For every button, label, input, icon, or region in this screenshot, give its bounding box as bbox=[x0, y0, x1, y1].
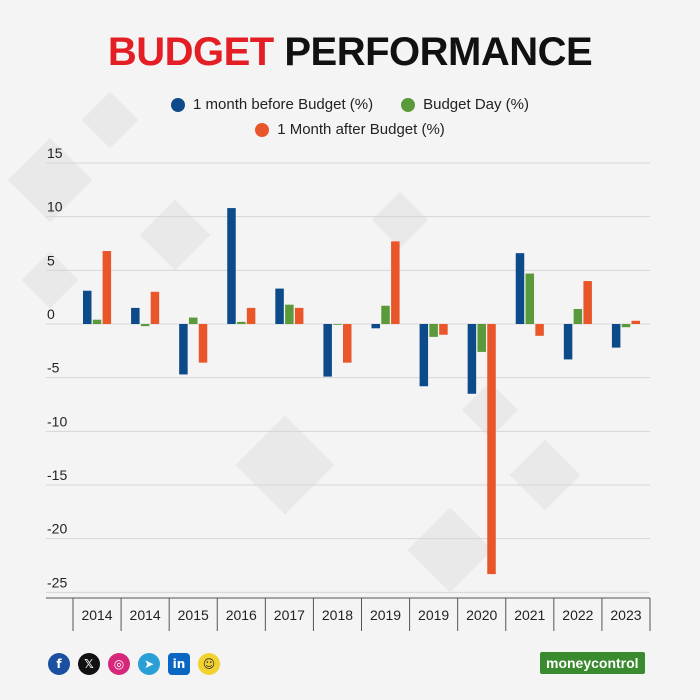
bar bbox=[477, 324, 486, 352]
legend-swatch-before bbox=[171, 97, 185, 112]
legend-swatch-budget-day bbox=[401, 97, 416, 112]
bar bbox=[82, 290, 92, 324]
bar bbox=[227, 208, 236, 324]
bg-square bbox=[509, 439, 581, 511]
bg-square bbox=[407, 507, 493, 593]
y-tick-label: 10 bbox=[47, 199, 63, 215]
bar bbox=[467, 324, 477, 394]
bar bbox=[179, 324, 188, 375]
legend-label-after: 1 Month after Budget (%) bbox=[277, 121, 445, 138]
bar bbox=[515, 253, 525, 324]
legend-label-before: 1 month before Budget (%) bbox=[193, 96, 374, 113]
bar bbox=[583, 281, 592, 324]
snapchat-icon[interactable]: ☺ bbox=[198, 653, 220, 675]
bar bbox=[391, 241, 400, 324]
x-tick-label: 2014 bbox=[130, 607, 161, 623]
bg-square bbox=[139, 199, 211, 271]
legend-label-budget-day: Budget Day (%) bbox=[423, 96, 529, 113]
y-tick-label: -10 bbox=[47, 413, 67, 429]
y-tick-label: -25 bbox=[47, 574, 67, 590]
y-tick-label: -20 bbox=[47, 521, 67, 537]
bar bbox=[563, 324, 573, 360]
x-tick-label: 2014 bbox=[81, 607, 112, 623]
bar bbox=[381, 305, 390, 324]
y-tick-label: 5 bbox=[47, 252, 55, 268]
chart-title: BUDGET PERFORMANCE bbox=[0, 30, 700, 75]
linkedin-icon[interactable]: in bbox=[168, 653, 190, 675]
x-tick-label: 2016 bbox=[226, 607, 257, 623]
bar bbox=[343, 324, 352, 363]
y-tick-label: -5 bbox=[47, 360, 60, 376]
bar bbox=[150, 291, 160, 324]
bar bbox=[573, 308, 583, 324]
x-tick-label: 2021 bbox=[514, 607, 545, 623]
bar bbox=[535, 324, 544, 336]
legend-item-after: 1 Month after Budget (%) bbox=[255, 121, 445, 138]
bar bbox=[188, 317, 198, 324]
bar bbox=[102, 251, 112, 324]
legend-item-before: 1 month before Budget (%) bbox=[171, 96, 373, 113]
bar bbox=[294, 307, 304, 324]
x-tick-label: 2022 bbox=[562, 607, 593, 623]
bar bbox=[275, 288, 284, 324]
bar bbox=[419, 324, 429, 387]
bar bbox=[439, 324, 448, 335]
bar bbox=[246, 307, 256, 324]
bar bbox=[237, 321, 246, 324]
social-icons: f 𝕏 ◎ ➤ in ☺ bbox=[48, 653, 220, 675]
y-tick-label: 15 bbox=[47, 145, 63, 161]
x-icon[interactable]: 𝕏 bbox=[78, 653, 100, 675]
title-budget: BUDGET bbox=[107, 30, 274, 74]
bar bbox=[371, 324, 380, 329]
telegram-icon[interactable]: ➤ bbox=[138, 653, 160, 675]
bar bbox=[285, 304, 294, 324]
bar bbox=[140, 324, 150, 327]
facebook-icon[interactable]: f bbox=[48, 653, 70, 675]
bar bbox=[487, 324, 496, 575]
y-tick-label: 0 bbox=[47, 306, 55, 322]
bar-chart: 15 10 5 0 -5 -10 -15 -20 -25 2014 2014 2015 2016 2017… bbox=[46, 145, 651, 631]
bg-square bbox=[81, 91, 139, 149]
title-performance: PERFORMANCE bbox=[284, 30, 593, 74]
legend-swatch-after bbox=[255, 122, 270, 137]
x-tick-label: 2017 bbox=[274, 607, 305, 623]
bar bbox=[621, 324, 631, 328]
bar bbox=[429, 324, 438, 337]
x-tick-label: 2019 bbox=[370, 607, 401, 623]
x-tick-label: 2018 bbox=[322, 607, 353, 623]
bar bbox=[611, 324, 621, 348]
x-tick-label: 2023 bbox=[610, 607, 641, 623]
legend-row-1: 1 month before Budget (%) Budget Day (%) bbox=[0, 96, 700, 113]
bar bbox=[131, 307, 140, 324]
brand-logo: moneycontrol bbox=[540, 652, 645, 674]
bar bbox=[198, 324, 208, 363]
bar bbox=[323, 324, 332, 377]
x-tick-label: 2020 bbox=[466, 607, 497, 623]
bar bbox=[631, 320, 641, 324]
legend-item-budget-day: Budget Day (%) bbox=[401, 96, 529, 113]
y-tick-label: -15 bbox=[47, 467, 67, 483]
bar bbox=[333, 324, 342, 325]
bar bbox=[525, 273, 535, 324]
legend-row-2: 1 Month after Budget (%) bbox=[0, 121, 700, 138]
x-tick-label: 2019 bbox=[418, 607, 449, 623]
bar bbox=[92, 319, 102, 324]
instagram-icon[interactable]: ◎ bbox=[108, 653, 130, 675]
x-tick-label: 2015 bbox=[178, 607, 209, 623]
